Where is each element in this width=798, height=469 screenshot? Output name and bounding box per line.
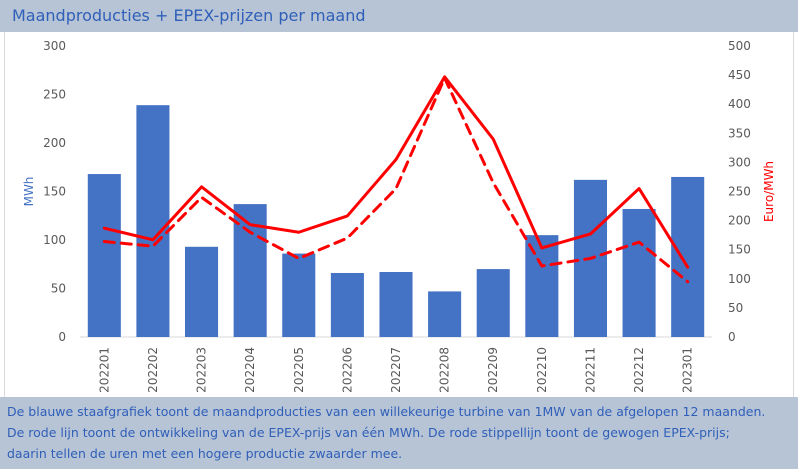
bar-202208 bbox=[428, 291, 462, 337]
y2-tick-label: 100 bbox=[728, 272, 751, 286]
bar-202212 bbox=[622, 208, 656, 337]
bar-202207 bbox=[379, 272, 413, 337]
y2-axis-title: Euro/MWh bbox=[762, 161, 776, 222]
description-line-3: daarin tellen de uren met een hogere pro… bbox=[7, 446, 403, 461]
y-tick-label: 200 bbox=[43, 136, 66, 150]
bar-202206 bbox=[330, 272, 364, 337]
bar-202210 bbox=[525, 235, 559, 337]
chart-area: 0 50 100 150 200 250 300 0 50 100 150 200 250 300 350 4… bbox=[4, 32, 794, 397]
x-tick-label: 202203 bbox=[195, 347, 209, 393]
y-tick-label: 250 bbox=[43, 88, 66, 102]
x-tick-label: 202210 bbox=[535, 347, 549, 393]
x-tick-label: 202202 bbox=[146, 347, 160, 393]
bar-202209 bbox=[476, 269, 510, 337]
y2-tick-label: 250 bbox=[728, 185, 751, 199]
x-tick-label: 202211 bbox=[583, 347, 597, 393]
y-tick-label: 150 bbox=[43, 185, 66, 199]
y2-tick-label: 500 bbox=[728, 39, 751, 53]
bar-202201 bbox=[87, 174, 121, 337]
y2-tick-label: 200 bbox=[728, 214, 751, 228]
description-line-1: De blauwe staafgrafiek toont de maandpro… bbox=[7, 404, 766, 419]
y-tick-label: 100 bbox=[43, 233, 66, 247]
bar-202205 bbox=[282, 253, 316, 337]
bar-202203 bbox=[185, 246, 219, 337]
x-tick-label: 202207 bbox=[389, 347, 403, 393]
y-tick-label: 50 bbox=[51, 282, 66, 296]
y2-tick-label: 50 bbox=[728, 301, 743, 315]
y2-tick-label: 350 bbox=[728, 126, 751, 140]
x-tick-label: 202205 bbox=[292, 347, 306, 393]
bar-202301 bbox=[671, 176, 705, 337]
chart-title: Maandproducties + EPEX-prijzen per maand bbox=[0, 0, 798, 32]
y2-tick-label: 0 bbox=[728, 330, 736, 344]
y2-tick-label: 450 bbox=[728, 68, 751, 82]
x-tick-label: 202201 bbox=[97, 347, 111, 393]
y-axis-title: MWh bbox=[22, 177, 36, 207]
combo-chart: 0 50 100 150 200 250 300 0 50 100 150 200 250 300 350 4… bbox=[22, 39, 776, 393]
y2-tick-label: 300 bbox=[728, 155, 751, 169]
x-tick-label: 202212 bbox=[632, 347, 646, 393]
y2-tick-label: 400 bbox=[728, 97, 751, 111]
description-line-2: De rode lijn toont de ontwikkeling van d… bbox=[7, 425, 730, 440]
chart-description: De blauwe staafgrafiek toont de maandpro… bbox=[0, 397, 798, 469]
y-tick-label: 0 bbox=[58, 330, 66, 344]
bar-202202 bbox=[136, 105, 170, 337]
x-tick-label: 202206 bbox=[340, 347, 354, 393]
y-tick-label: 300 bbox=[43, 39, 66, 53]
x-tick-label: 202204 bbox=[243, 347, 257, 393]
x-tick-label: 202208 bbox=[438, 347, 452, 393]
x-tick-label: 202209 bbox=[486, 347, 500, 393]
y2-tick-label: 150 bbox=[728, 243, 751, 257]
x-tick-label: 202301 bbox=[681, 347, 695, 393]
